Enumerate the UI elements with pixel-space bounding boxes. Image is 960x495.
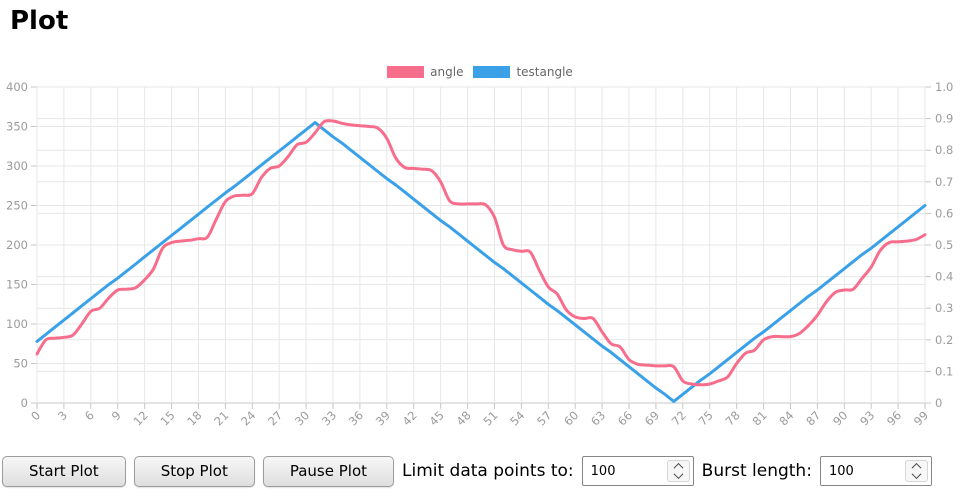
svg-text:0.9: 0.9	[935, 112, 953, 126]
svg-text:0.1: 0.1	[935, 364, 953, 378]
svg-text:69: 69	[642, 408, 662, 428]
svg-text:15: 15	[157, 408, 177, 428]
legend-label-angle: angle	[430, 65, 464, 79]
angle-line	[35, 119, 927, 387]
svg-text:33: 33	[319, 408, 339, 428]
svg-text:45: 45	[427, 408, 447, 428]
stop-plot-button[interactable]: Stop Plot	[133, 455, 255, 487]
svg-text:50: 50	[13, 357, 28, 371]
plot-page: Plot angle testangle 1.0 0.9 0.8 0.7 0.6 0.5 0…	[0, 8, 960, 495]
svg-text:63: 63	[588, 408, 608, 428]
svg-text:250: 250	[6, 199, 28, 213]
svg-text:18: 18	[184, 408, 204, 428]
burst-spinner[interactable]	[904, 460, 928, 482]
svg-text:0.2: 0.2	[935, 333, 953, 347]
svg-text:21: 21	[211, 408, 231, 428]
svg-text:72: 72	[669, 408, 689, 428]
svg-text:0.4: 0.4	[935, 270, 953, 284]
svg-text:400: 400	[6, 80, 28, 94]
svg-text:54: 54	[507, 408, 527, 428]
svg-text:48: 48	[453, 408, 473, 428]
chart-svg: 1.00.90.80.70.60.50.40.30.20.10400350300…	[6, 80, 953, 428]
legend-label-testangle: testangle	[516, 65, 573, 79]
svg-text:99: 99	[911, 408, 931, 428]
limit-input-wrap	[581, 456, 694, 486]
svg-text:0: 0	[28, 408, 43, 423]
controls-bar: Start Plot Stop Plot Pause Plot Limit da…	[0, 455, 960, 487]
svg-text:0.5: 0.5	[935, 238, 953, 252]
svg-text:150: 150	[6, 278, 28, 292]
legend-swatch-angle	[387, 66, 425, 78]
legend-swatch-testangle	[473, 66, 511, 78]
svg-text:0: 0	[935, 396, 942, 410]
svg-text:1.0: 1.0	[935, 80, 953, 94]
start-plot-button[interactable]: Start Plot	[2, 455, 126, 487]
svg-text:3: 3	[55, 408, 70, 423]
svg-text:300: 300	[6, 159, 28, 173]
svg-text:75: 75	[696, 408, 716, 428]
svg-text:36: 36	[346, 408, 366, 428]
svg-text:87: 87	[803, 408, 823, 428]
svg-text:39: 39	[373, 408, 393, 428]
burst-input-wrap	[819, 456, 932, 486]
svg-text:0.7: 0.7	[935, 175, 953, 189]
limit-label: Limit data points to:	[402, 461, 574, 481]
svg-text:100: 100	[6, 317, 28, 331]
limit-input[interactable]	[582, 457, 665, 485]
svg-text:78: 78	[723, 408, 743, 428]
burst-label: Burst length:	[701, 461, 812, 481]
pause-plot-button[interactable]: Pause Plot	[262, 455, 394, 487]
burst-input[interactable]	[820, 457, 903, 485]
svg-text:200: 200	[6, 238, 28, 252]
svg-text:93: 93	[857, 408, 877, 428]
svg-text:24: 24	[238, 408, 258, 428]
svg-text:66: 66	[615, 408, 635, 428]
limit-spinner[interactable]	[666, 460, 690, 482]
svg-text:6: 6	[82, 408, 97, 423]
svg-text:0.6: 0.6	[935, 206, 953, 220]
legend-item-testangle[interactable]: testangle	[473, 65, 573, 79]
spinner-down-icon[interactable]	[911, 469, 922, 480]
page-title: Plot	[10, 6, 69, 36]
svg-text:0: 0	[21, 396, 28, 410]
svg-text:57: 57	[534, 408, 554, 428]
svg-text:42: 42	[400, 408, 420, 428]
svg-text:12: 12	[131, 408, 151, 428]
testangle-line	[35, 121, 927, 403]
chart-legend: angle testangle	[0, 64, 960, 80]
svg-text:81: 81	[749, 408, 769, 428]
svg-text:350: 350	[6, 120, 28, 134]
svg-text:60: 60	[561, 408, 581, 428]
legend-item-angle[interactable]: angle	[387, 65, 463, 79]
svg-text:90: 90	[830, 408, 850, 428]
svg-text:30: 30	[292, 408, 312, 428]
svg-text:84: 84	[776, 408, 796, 428]
svg-text:51: 51	[480, 408, 500, 428]
svg-text:9: 9	[109, 408, 124, 423]
spinner-down-icon[interactable]	[673, 469, 684, 480]
svg-text:27: 27	[265, 408, 285, 428]
svg-text:0.3: 0.3	[935, 301, 953, 315]
svg-text:0.8: 0.8	[935, 143, 953, 157]
svg-text:96: 96	[884, 408, 904, 428]
